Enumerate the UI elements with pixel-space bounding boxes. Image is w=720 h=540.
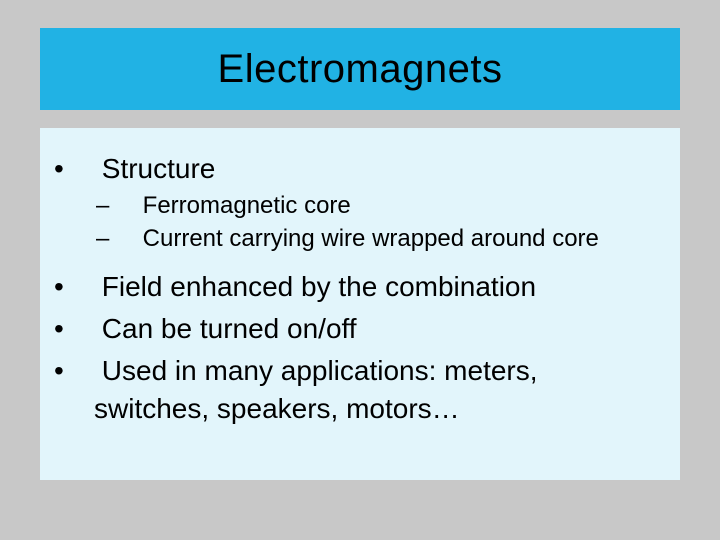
bullet-text: Field enhanced by the combination <box>102 271 536 302</box>
sub-bullet-wire: Current carrying wire wrapped around cor… <box>64 223 656 254</box>
slide-title-bar: Electromagnets <box>40 28 680 110</box>
bullet-applications: Used in many applications: meters, switc… <box>64 352 656 428</box>
bullet-onoff: Can be turned on/off <box>64 310 656 348</box>
sub-bullet-core: Ferromagnetic core <box>64 190 656 221</box>
bullet-structure: Structure <box>64 150 656 188</box>
bullet-text: Ferromagnetic core <box>143 192 351 219</box>
bullet-text: Current carrying wire wrapped around cor… <box>143 225 599 252</box>
bullet-text: Can be turned on/off <box>102 313 357 344</box>
slide-title: Electromagnets <box>218 47 503 92</box>
bullet-field: Field enhanced by the combination <box>64 268 656 306</box>
slide-body: Structure Ferromagnetic core Current car… <box>40 128 680 480</box>
bullet-text: Structure <box>102 153 216 184</box>
bullet-text: Used in many applications: meters, switc… <box>94 355 538 424</box>
